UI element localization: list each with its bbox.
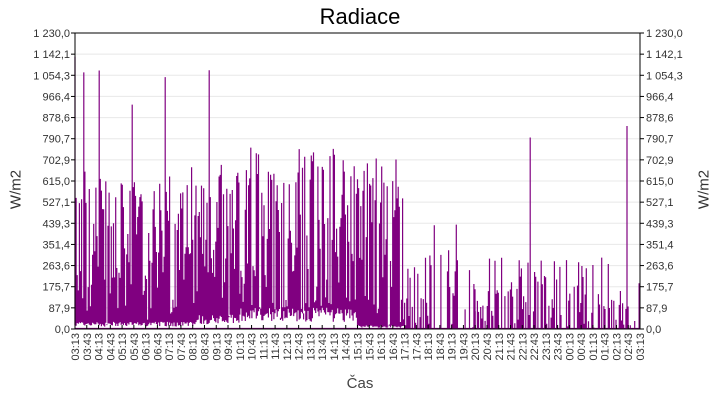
svg-text:439,3: 439,3 [646,218,674,230]
svg-text:12:13: 12:13 [282,333,294,361]
svg-text:878,6: 878,6 [42,113,70,125]
svg-text:10:13: 10:13 [235,333,247,361]
svg-text:17:13: 17:13 [400,333,412,361]
svg-text:87,9: 87,9 [49,303,70,315]
svg-text:21:43: 21:43 [506,333,518,361]
svg-text:11:43: 11:43 [270,333,282,360]
svg-text:07:13: 07:13 [164,333,176,361]
x-axis-ticks: 03:13 03:43 04:13 04:43 05:13 05:43 06:13 06:43… [70,325,647,361]
svg-text:13:13: 13:13 [305,333,317,361]
svg-text:14:43: 14:43 [341,333,353,361]
svg-text:966,4: 966,4 [42,91,70,103]
svg-text:02:13: 02:13 [611,333,623,361]
svg-text:01:43: 01:43 [600,333,612,361]
svg-text:87,9: 87,9 [646,303,667,315]
svg-text:08:43: 08:43 [199,333,211,361]
svg-text:05:43: 05:43 [129,333,141,361]
svg-text:09:43: 09:43 [223,333,235,361]
x-axis-label: Čas [346,375,374,392]
svg-text:790,7: 790,7 [42,134,70,146]
svg-text:15:43: 15:43 [364,333,376,361]
svg-text:22:13: 22:13 [517,333,529,361]
svg-text:11:13: 11:13 [258,333,270,360]
svg-text:175,7: 175,7 [646,282,674,294]
svg-text:16:13: 16:13 [376,333,388,361]
svg-text:175,7: 175,7 [42,282,70,294]
svg-text:0,0: 0,0 [646,324,661,336]
svg-text:23:43: 23:43 [553,333,565,361]
svg-text:03:13: 03:13 [70,333,82,361]
svg-text:10:43: 10:43 [247,333,259,361]
svg-text:439,3: 439,3 [42,218,70,230]
svg-text:16:43: 16:43 [388,333,400,361]
svg-text:18:43: 18:43 [435,333,447,361]
svg-text:01:13: 01:13 [588,333,600,361]
svg-text:21:13: 21:13 [494,333,506,361]
svg-text:527,1: 527,1 [646,197,674,209]
data-series [74,56,640,330]
svg-text:20:43: 20:43 [482,333,494,361]
svg-text:00:13: 00:13 [564,333,576,361]
svg-text:1 142,1: 1 142,1 [33,49,70,61]
svg-text:351,4: 351,4 [646,239,674,251]
svg-text:263,6: 263,6 [42,261,70,273]
svg-text:702,9: 702,9 [646,155,674,167]
svg-text:1 142,1: 1 142,1 [646,49,683,61]
svg-text:702,9: 702,9 [42,155,70,167]
svg-text:04:43: 04:43 [105,333,117,361]
svg-text:02:43: 02:43 [623,333,635,361]
svg-text:09:13: 09:13 [211,333,223,361]
svg-text:14:13: 14:13 [329,333,341,361]
svg-text:19:43: 19:43 [458,333,470,361]
svg-text:1 230,0: 1 230,0 [33,28,70,40]
svg-text:615,0: 615,0 [646,176,674,188]
svg-text:06:43: 06:43 [152,333,164,361]
svg-text:1 054,3: 1 054,3 [646,70,683,82]
svg-text:20:13: 20:13 [470,333,482,361]
svg-text:23:13: 23:13 [541,333,553,361]
svg-text:08:13: 08:13 [188,333,200,361]
svg-text:07:43: 07:43 [176,333,188,361]
svg-text:878,6: 878,6 [646,113,674,125]
svg-text:966,4: 966,4 [646,91,674,103]
svg-text:19:13: 19:13 [447,333,459,361]
svg-text:615,0: 615,0 [42,176,70,188]
svg-text:22:43: 22:43 [529,333,541,361]
svg-text:04:13: 04:13 [94,333,106,361]
svg-text:00:43: 00:43 [576,333,588,361]
svg-text:1 230,0: 1 230,0 [646,28,683,40]
svg-text:06:13: 06:13 [141,333,153,361]
svg-text:13:43: 13:43 [317,333,329,361]
chart-title: Radiace [319,4,401,29]
svg-text:18:13: 18:13 [423,333,435,361]
y-axis-ticks: 0,0 0,0 87,9 87,9 175,7 175,7 263,6 263,6 351,4 3… [33,28,682,336]
svg-text:351,4: 351,4 [42,239,70,251]
svg-text:03:13: 03:13 [635,333,647,361]
svg-text:1 054,3: 1 054,3 [33,70,70,82]
svg-text:17:43: 17:43 [411,333,423,361]
svg-text:790,7: 790,7 [646,134,674,146]
svg-text:03:43: 03:43 [82,333,94,361]
svg-text:12:43: 12:43 [294,333,306,361]
svg-text:15:13: 15:13 [353,333,365,361]
svg-text:263,6: 263,6 [646,261,674,273]
svg-text:527,1: 527,1 [42,197,70,209]
svg-text:0,0: 0,0 [55,324,70,336]
svg-text:05:13: 05:13 [117,333,129,361]
